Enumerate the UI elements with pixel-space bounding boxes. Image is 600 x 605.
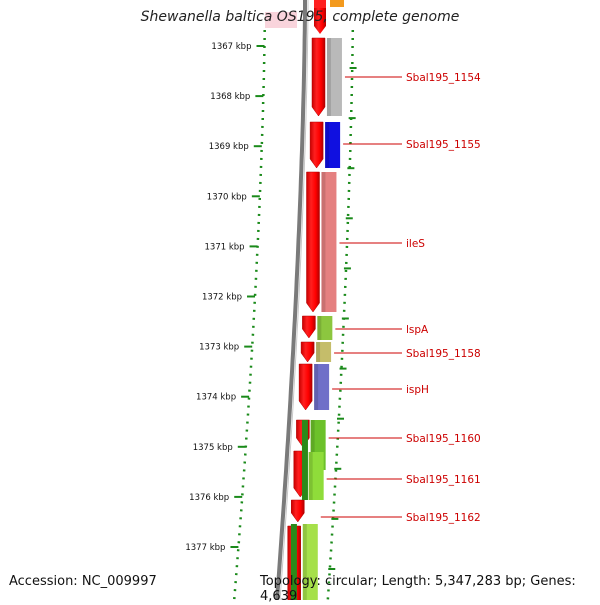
ruler-label: 1375 kbp (193, 443, 233, 453)
ruler-label: 1377 kbp (185, 543, 225, 553)
gene-feature-shade (308, 452, 313, 500)
ruler-label: 1367 kbp (211, 42, 251, 52)
cds-arrow (302, 315, 316, 339)
ruler-label: 1372 kbp (202, 293, 242, 303)
ruler-label: 1371 kbp (205, 242, 245, 252)
gene-feature-shade (321, 172, 326, 312)
backbone-line (275, 0, 307, 601)
gene-feature-shade (317, 316, 322, 340)
gene-label: lspA (406, 324, 429, 336)
cds-arrow (330, 0, 344, 7)
gene-feature (290, 524, 297, 600)
ruler-label: 1368 kbp (210, 92, 250, 102)
position-ruler: 1367 kbp 1368 kbp 1369 kbp 1370 kbp 1371 kbp… (185, 29, 357, 601)
gene-feature-shade (310, 420, 315, 470)
gene-label: Sbal195_1161 (406, 474, 481, 486)
ruler-label: 1373 kbp (199, 343, 239, 353)
gene-feature (317, 316, 333, 340)
gene-feature (308, 452, 324, 500)
cds-track (265, 0, 344, 601)
cds-arrow (306, 171, 320, 313)
cds-arrow (309, 121, 324, 169)
gene-label: Sbal195_1154 (406, 72, 481, 84)
gene-label: Sbal195_1155 (406, 139, 481, 151)
ruler-label: 1369 kbp (209, 142, 249, 152)
gene-feature (326, 38, 342, 116)
gene-feature (321, 172, 337, 312)
ruler-dots-left (232, 29, 266, 601)
gene-feature (325, 122, 341, 168)
cds-arrow (291, 499, 305, 523)
gene-feature-shade (314, 364, 319, 410)
highlight-mark (265, 12, 297, 28)
gene-label: Sbal195_1160 (406, 433, 481, 445)
cds-arrow (314, 0, 326, 8)
backbone-layer (275, 0, 309, 601)
gene-feature (314, 364, 330, 410)
backbone-highlight (279, 0, 309, 601)
feature-track (290, 38, 342, 600)
gene-label: Sbal195_1158 (406, 348, 481, 360)
gene-labels: Sbal195_1154 Sbal195_1155 ileS lspA Sbal195_… (320, 72, 481, 524)
gene-feature (302, 524, 318, 600)
cds-arrow (311, 37, 326, 117)
gene-feature-shade (326, 38, 331, 116)
ruler-label: 1376 kbp (189, 493, 229, 503)
gene-feature-shade (302, 524, 307, 600)
cds-arrow (314, 8, 326, 26)
ruler-label: 1370 kbp (207, 192, 247, 202)
ruler-label: 1374 kbp (196, 393, 236, 403)
gene-feature-shade (325, 122, 330, 168)
cds-arrow (314, 26, 326, 34)
gene-feature (301, 420, 308, 500)
gene-feature-shade (316, 342, 321, 362)
gene-feature (316, 342, 332, 362)
cds-arrow (300, 341, 315, 363)
gene-label: Sbal195_1162 (406, 512, 481, 524)
accession-text: Accession: NC_009997 (9, 574, 157, 589)
gene-label: ispH (406, 384, 429, 396)
gene-label: ileS (406, 238, 425, 250)
cds-arrow (298, 363, 313, 411)
